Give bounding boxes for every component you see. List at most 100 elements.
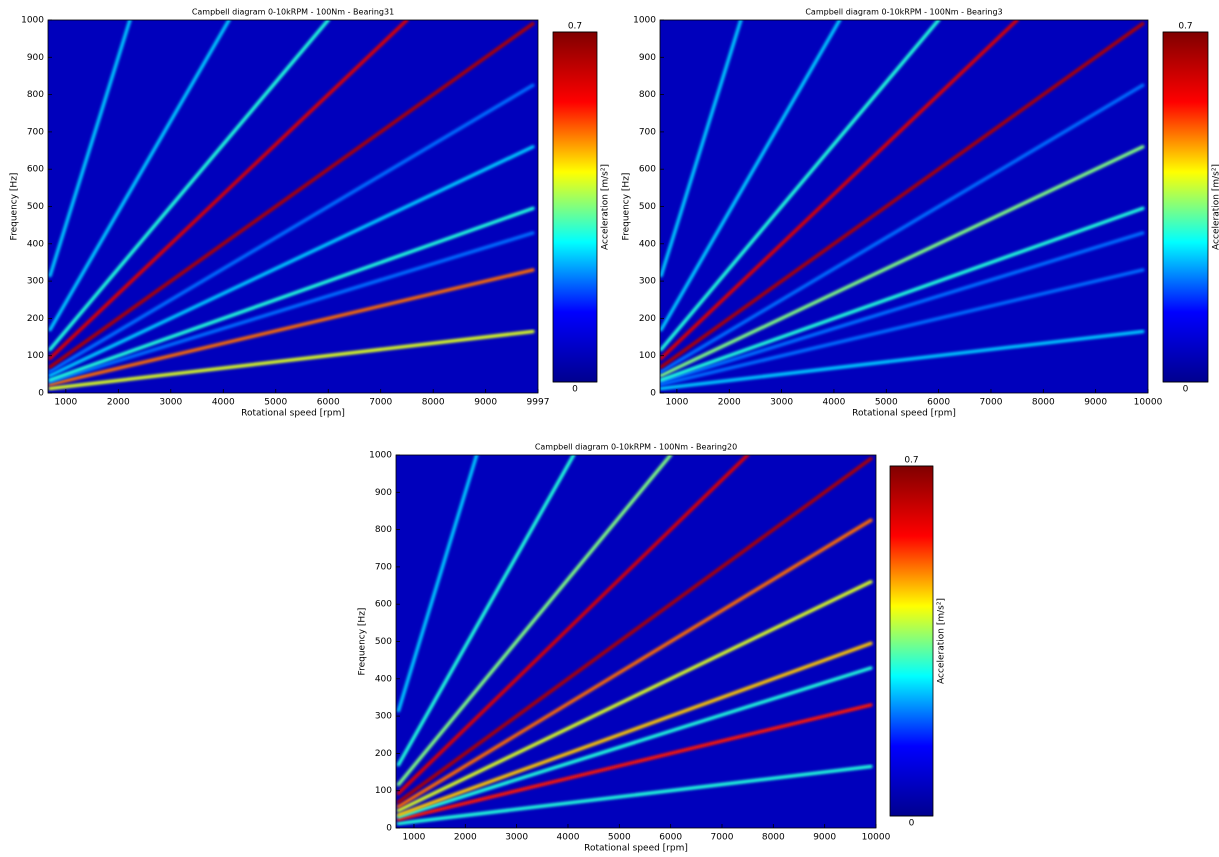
x-tick-label: 4000 bbox=[557, 833, 580, 843]
ridge bbox=[48, 20, 132, 278]
y-tick-label: 300 bbox=[27, 277, 44, 287]
chart-title: Campbell diagram 0-10kRPM - 100Nm - Bear… bbox=[535, 443, 737, 452]
ridge bbox=[48, 20, 231, 332]
x-tick-label: 10000 bbox=[862, 833, 891, 843]
x-tick-label: 3000 bbox=[770, 398, 793, 408]
y-tick-label: 200 bbox=[375, 749, 392, 759]
ridge bbox=[48, 145, 535, 378]
y-tick-label: 100 bbox=[27, 351, 44, 361]
y-tick-label: 1000 bbox=[369, 451, 392, 461]
colorbar bbox=[889, 465, 934, 817]
x-tick-label: 8000 bbox=[762, 833, 785, 843]
ridge bbox=[48, 329, 535, 391]
ridge bbox=[48, 20, 330, 352]
ridge bbox=[660, 206, 1145, 382]
colorbar-tick-label: 0.7 bbox=[568, 22, 582, 32]
x-tick-label: 4000 bbox=[822, 398, 845, 408]
colorbar-label: Acceleration [m/s²] bbox=[601, 164, 611, 250]
ridge bbox=[660, 145, 1145, 378]
x-tick-label: 8000 bbox=[422, 398, 445, 408]
x-tick-label: 8000 bbox=[1032, 398, 1055, 408]
y-tick-label: 600 bbox=[27, 165, 44, 175]
ridge bbox=[48, 206, 535, 382]
plot-background bbox=[396, 455, 876, 828]
y-tick-label: 200 bbox=[27, 314, 44, 324]
x-tick-label: 6000 bbox=[659, 833, 682, 843]
y-tick-label: 300 bbox=[375, 712, 392, 722]
colorbar-label: Acceleration [m/s²] bbox=[937, 598, 947, 684]
x-tick-label: 7000 bbox=[369, 398, 392, 408]
x-tick-label: 5000 bbox=[875, 398, 898, 408]
x-axis-label: Rotational speed [rpm] bbox=[584, 844, 688, 854]
colorbar-tick-label: 0.7 bbox=[904, 456, 918, 466]
x-tick-label: 4000 bbox=[212, 398, 235, 408]
ridge bbox=[396, 703, 873, 822]
ridge bbox=[660, 329, 1145, 391]
y-tick-label: 1000 bbox=[633, 16, 656, 26]
x-tick-label: 6000 bbox=[927, 398, 950, 408]
colorbar bbox=[552, 31, 598, 383]
ridge bbox=[396, 455, 479, 713]
y-axis-label: Frequency [Hz] bbox=[358, 608, 368, 676]
chart: Campbell diagram 0-10kRPM - 100Nm - Bear… bbox=[622, 8, 1219, 419]
y-tick-label: 500 bbox=[375, 637, 392, 647]
chart-title: Campbell diagram 0-10kRPM - 100Nm - Bear… bbox=[192, 8, 394, 17]
y-axis-label: Frequency [Hz] bbox=[10, 173, 20, 241]
y-tick-label: 400 bbox=[27, 239, 44, 249]
ridges bbox=[48, 20, 535, 391]
ridge bbox=[660, 83, 1145, 374]
y-tick-label: 700 bbox=[375, 562, 392, 572]
y-tick-label: 600 bbox=[375, 600, 392, 610]
x-tick-label: 2000 bbox=[718, 398, 741, 408]
x-tick-label: 1000 bbox=[54, 398, 77, 408]
ridge bbox=[660, 21, 1145, 369]
colorbar-tick-label: 0 bbox=[572, 385, 578, 395]
x-tick-label: 2000 bbox=[454, 833, 477, 843]
x-tick-label: 3000 bbox=[505, 833, 528, 843]
ridge bbox=[396, 764, 873, 826]
ridge bbox=[48, 231, 535, 384]
ridge bbox=[660, 20, 743, 278]
colorbar-tick-label: 0 bbox=[1183, 385, 1189, 395]
y-tick-label: 900 bbox=[375, 488, 392, 498]
colorbar-tick-label: 0.7 bbox=[1178, 22, 1192, 32]
y-tick-label: 400 bbox=[639, 239, 656, 249]
x-tick-label: 5000 bbox=[264, 398, 287, 408]
y-tick-label: 100 bbox=[639, 351, 656, 361]
ridge bbox=[396, 666, 873, 819]
x-tick-label: 6000 bbox=[317, 398, 340, 408]
ridge bbox=[48, 21, 535, 369]
ridge bbox=[396, 580, 873, 813]
x-tick-label: 7000 bbox=[711, 833, 734, 843]
x-tick-label: 2000 bbox=[107, 398, 130, 408]
colorbar-tick-label: 0 bbox=[909, 819, 915, 829]
y-axis-label: Frequency [Hz] bbox=[622, 173, 632, 241]
y-tick-label: 800 bbox=[375, 525, 392, 535]
y-tick-label: 0 bbox=[38, 389, 44, 399]
x-tick-label: 1000 bbox=[403, 833, 426, 843]
x-tick-label: 1000 bbox=[665, 398, 688, 408]
y-tick-label: 700 bbox=[639, 127, 656, 137]
ridge bbox=[660, 20, 842, 332]
x-tick-label: 5000 bbox=[608, 833, 631, 843]
x-tick-label: 9000 bbox=[1084, 398, 1107, 408]
y-tick-label: 500 bbox=[27, 202, 44, 212]
x-tick-label: 9000 bbox=[474, 398, 497, 408]
ridges bbox=[660, 20, 1145, 391]
chart-title: Campbell diagram 0-10kRPM - 100Nm - Bear… bbox=[805, 8, 1002, 17]
y-tick-label: 400 bbox=[375, 674, 392, 684]
ridge bbox=[396, 641, 873, 817]
y-tick-label: 300 bbox=[639, 277, 656, 287]
y-tick-label: 200 bbox=[639, 314, 656, 324]
ridge bbox=[396, 518, 873, 809]
ridge bbox=[660, 268, 1145, 387]
ridge bbox=[660, 20, 941, 352]
colorbar-label: Acceleration [m/s²] bbox=[1212, 164, 1219, 250]
x-tick-label: 9997 bbox=[527, 398, 550, 408]
ridge bbox=[660, 231, 1145, 384]
plot-background bbox=[48, 20, 538, 393]
y-tick-label: 0 bbox=[650, 389, 656, 399]
y-tick-label: 700 bbox=[27, 127, 44, 137]
x-tick-label: 7000 bbox=[980, 398, 1003, 408]
